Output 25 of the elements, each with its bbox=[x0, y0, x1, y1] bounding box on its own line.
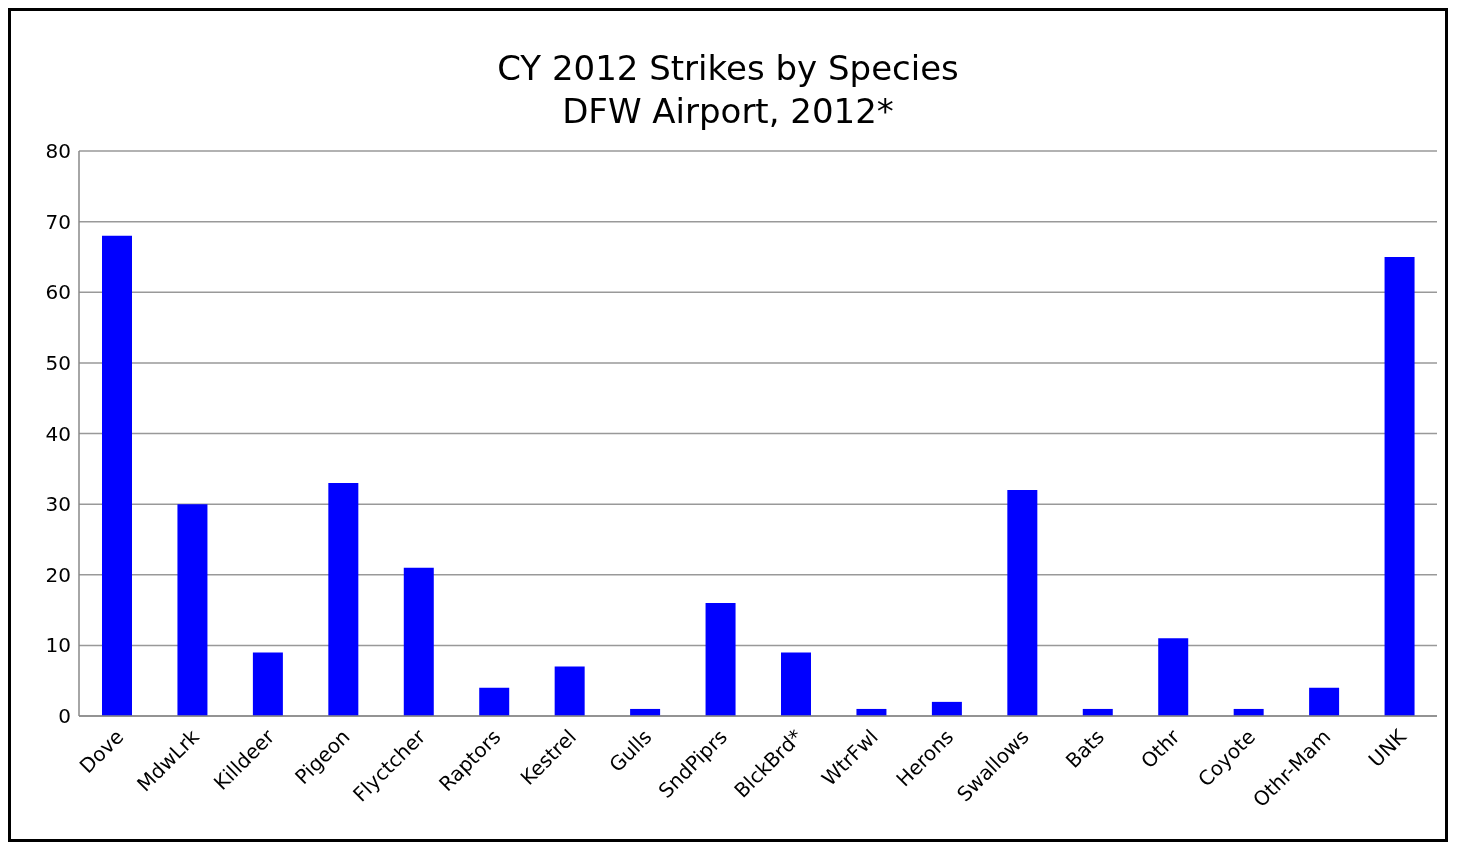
bar bbox=[479, 687, 510, 716]
bar bbox=[177, 504, 208, 716]
bar bbox=[554, 666, 585, 716]
y-tick-label: 0 bbox=[58, 704, 71, 729]
y-tick-label: 70 bbox=[45, 209, 71, 234]
y-tick-label: 40 bbox=[45, 421, 71, 446]
y-tick-label: 50 bbox=[45, 350, 71, 375]
y-tick-label: 30 bbox=[45, 492, 71, 517]
y-tick-label: 20 bbox=[45, 562, 71, 587]
bar bbox=[328, 482, 359, 716]
bar bbox=[1384, 256, 1415, 716]
chart-title: CY 2012 Strikes by Species bbox=[496, 47, 960, 90]
bar bbox=[403, 567, 434, 716]
bar bbox=[705, 603, 736, 716]
bar bbox=[1309, 687, 1340, 716]
bar bbox=[252, 652, 283, 716]
y-tick-label: 60 bbox=[45, 280, 71, 305]
bar bbox=[781, 652, 811, 716]
bar bbox=[102, 235, 132, 716]
chart-subtitle: DFW Airport, 2012* bbox=[561, 90, 895, 133]
bar bbox=[1158, 638, 1189, 716]
y-tick-label: 10 bbox=[45, 633, 71, 658]
bar bbox=[931, 701, 962, 716]
bar bbox=[1007, 490, 1038, 716]
y-tick-label: 80 bbox=[45, 139, 71, 164]
